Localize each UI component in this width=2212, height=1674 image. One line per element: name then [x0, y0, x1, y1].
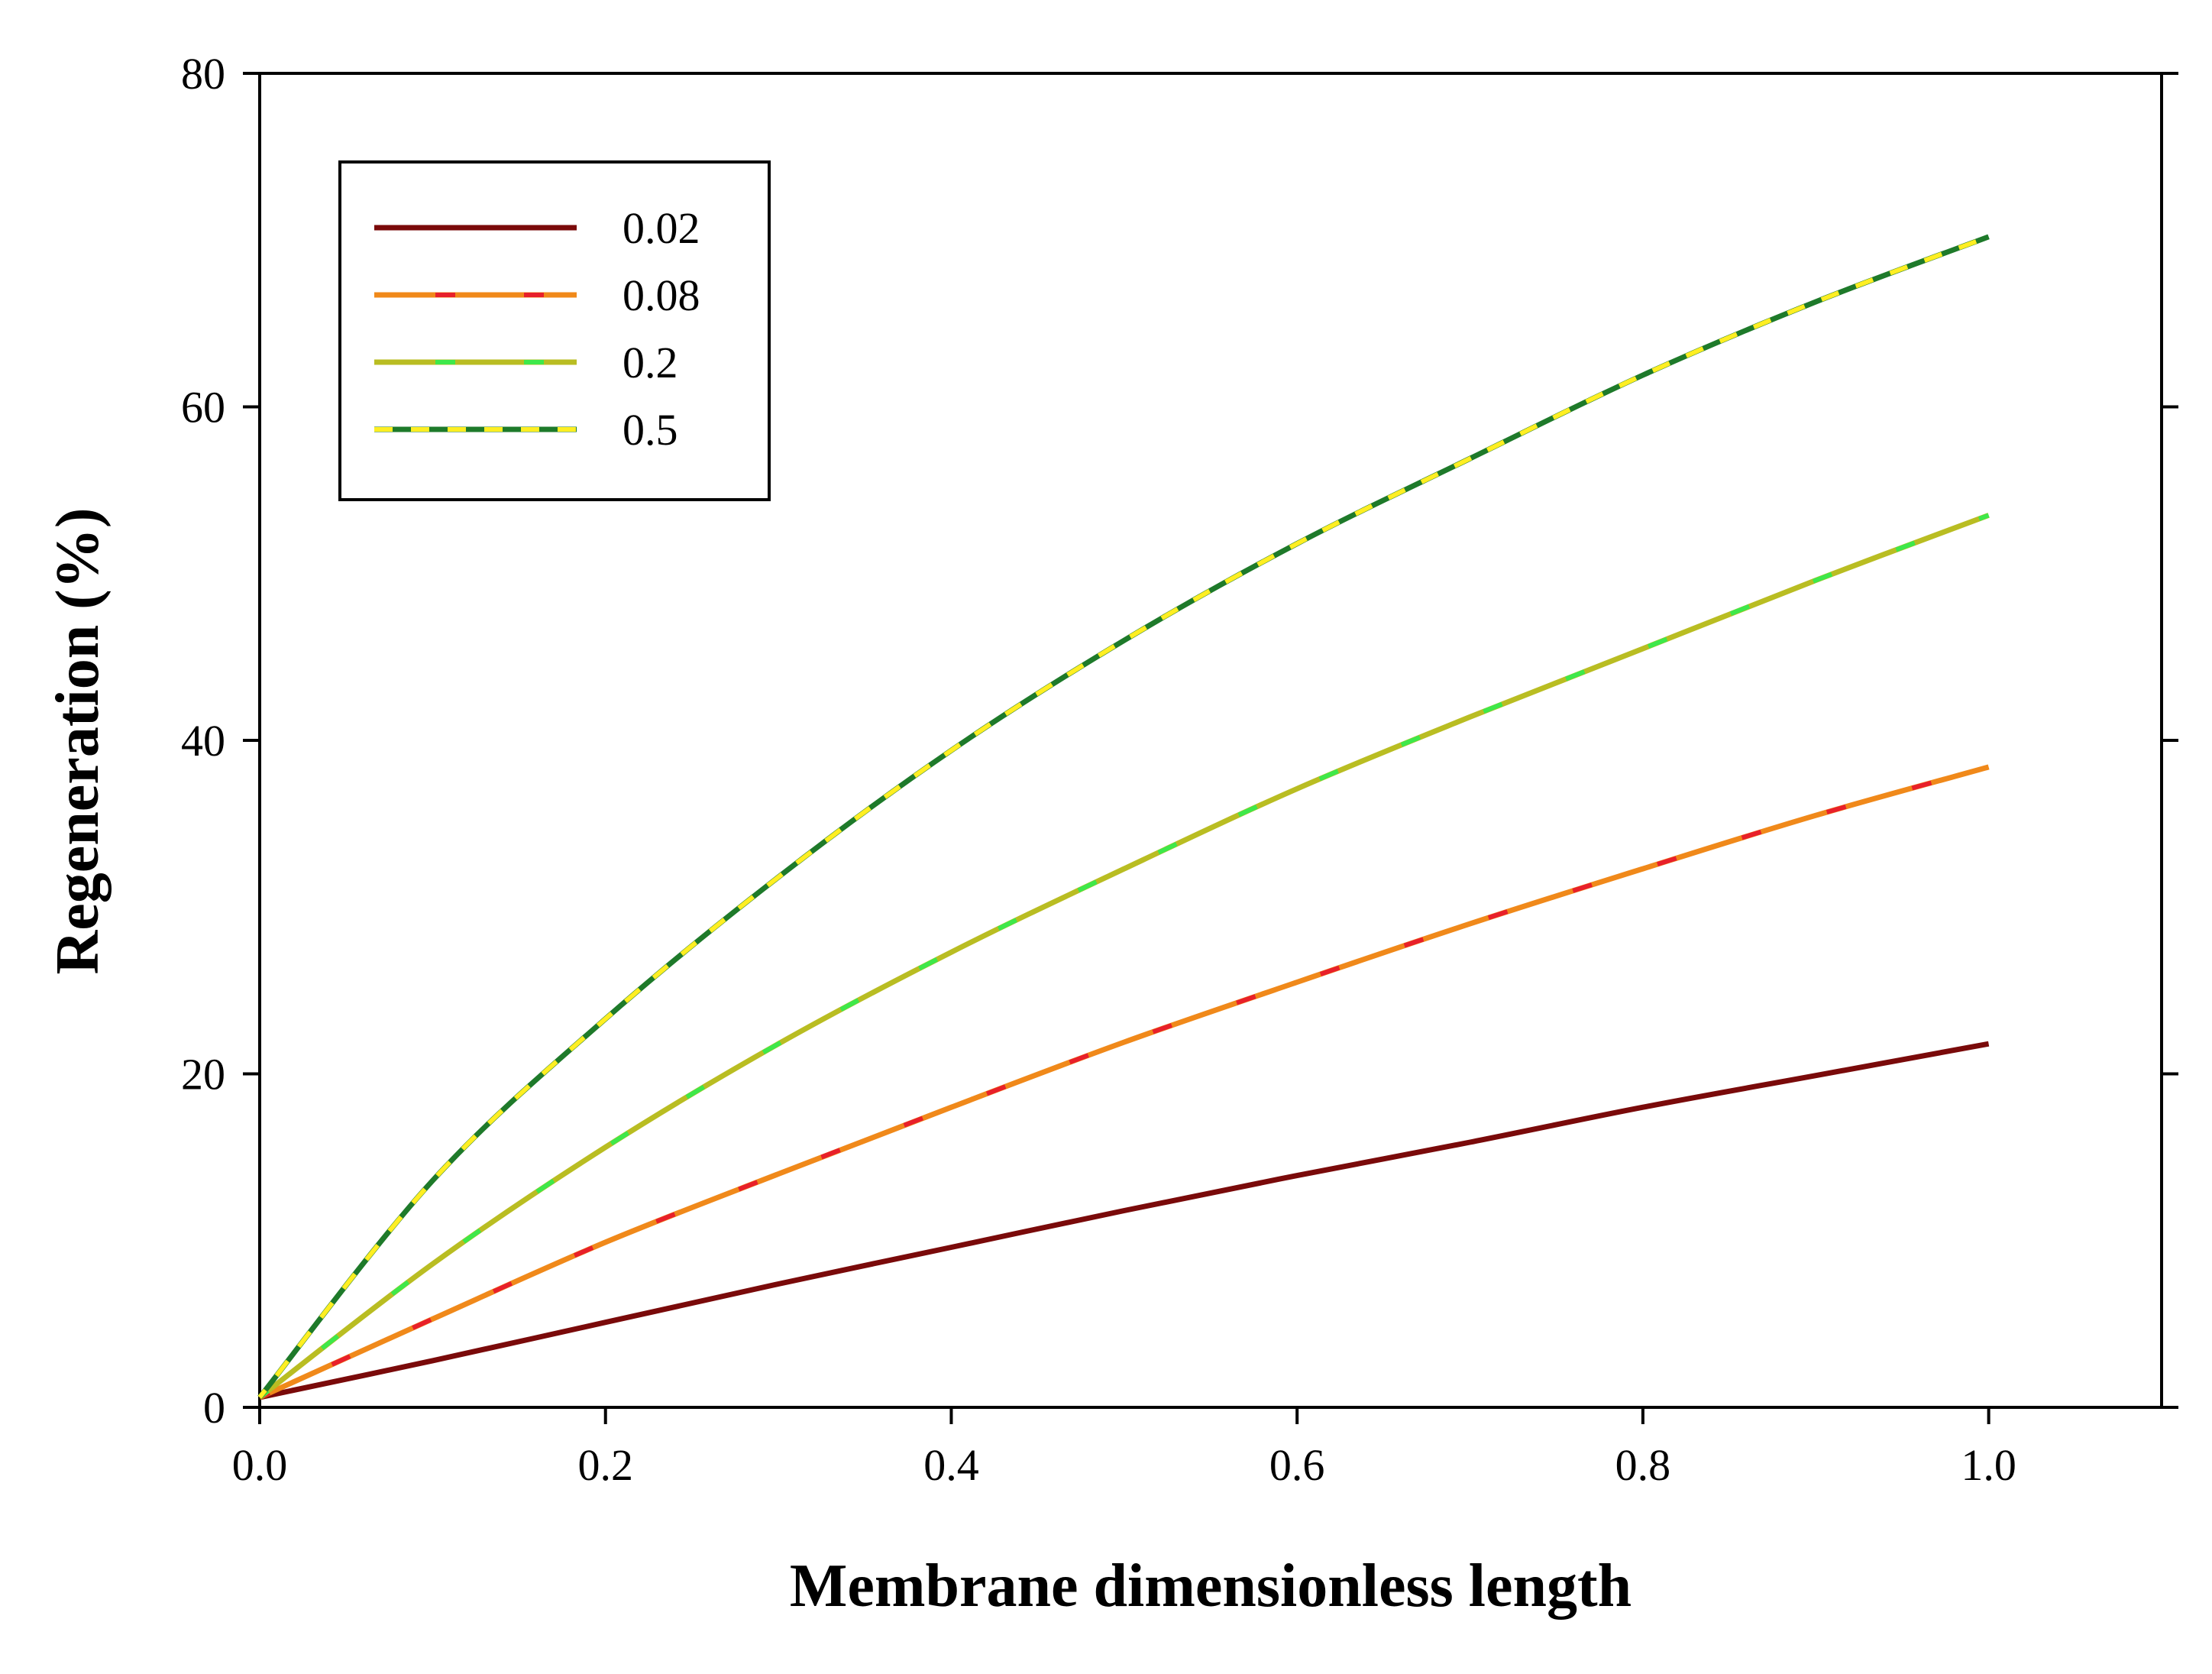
legend-item: 0.02	[374, 203, 700, 253]
y-tick-label: 0	[203, 1383, 225, 1433]
legend-label: 0.2	[623, 338, 678, 387]
x-axis: 0.0 0.2 0.4 0.6 0.8 1.0	[232, 1407, 2016, 1490]
legend-label: 0.5	[623, 405, 678, 455]
series-0.08	[258, 764, 1990, 1400]
series-dash	[257, 235, 1990, 1399]
x-axis-title: Membrane dimensionless length	[790, 1553, 1632, 1620]
series-line	[259, 1041, 1990, 1400]
y-tick-label: 40	[181, 716, 225, 766]
y-axis-title: Regeneration (%)	[44, 508, 112, 975]
y-tick-label: 80	[181, 49, 225, 99]
legend-label: 0.02	[623, 203, 700, 253]
y-tick-label: 20	[181, 1050, 225, 1099]
series-dash	[258, 513, 1990, 1400]
series-line	[258, 764, 1990, 1400]
y-axis: 0 20 40 60 80	[181, 49, 2178, 1433]
legend-item: 0.2	[374, 338, 678, 387]
x-tick-label: 0.2	[577, 1440, 633, 1490]
x-tick-label: 1.0	[1961, 1440, 2016, 1490]
x-tick-label: 0.6	[1269, 1440, 1325, 1490]
y-tick-label: 60	[181, 383, 225, 432]
x-tick-label: 0.4	[923, 1440, 979, 1490]
series-line	[257, 513, 1990, 1400]
legend-box	[338, 160, 771, 501]
series-0.5	[257, 234, 1990, 1400]
x-tick-label: 0.0	[232, 1440, 288, 1490]
series-dash	[258, 765, 1990, 1400]
legend-item: 0.5	[374, 405, 678, 455]
series-0.2	[257, 513, 1990, 1400]
series-layer	[257, 234, 1990, 1400]
legend-label: 0.08	[623, 270, 700, 320]
series-0.02	[259, 1041, 1990, 1400]
x-tick-label: 0.8	[1615, 1440, 1671, 1490]
legend: 0.02 0.08 0.2 0.5	[338, 160, 771, 501]
legend-item: 0.08	[374, 270, 700, 320]
